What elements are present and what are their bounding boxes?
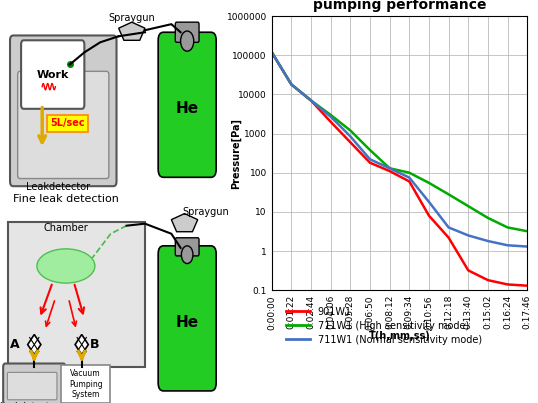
- Text: 5L/sec: 5L/sec: [50, 118, 84, 128]
- Polygon shape: [75, 334, 88, 355]
- FancyBboxPatch shape: [21, 40, 84, 109]
- FancyBboxPatch shape: [47, 115, 88, 132]
- Legend: 901W1, 711W1 (High sensitivity mode), 711W1 (Normal sensitivity mode): 901W1, 711W1 (High sensitivity mode), 71…: [282, 303, 486, 349]
- Text: Spraygun: Spraygun: [182, 207, 229, 216]
- Polygon shape: [27, 334, 41, 355]
- FancyBboxPatch shape: [18, 71, 109, 179]
- Text: Leakdetector: Leakdetector: [0, 402, 59, 403]
- Text: A: A: [10, 338, 19, 351]
- FancyBboxPatch shape: [175, 238, 199, 256]
- Polygon shape: [171, 214, 198, 232]
- Text: Work: Work: [37, 70, 69, 79]
- Ellipse shape: [37, 249, 95, 283]
- FancyBboxPatch shape: [61, 365, 110, 403]
- Circle shape: [181, 246, 193, 264]
- Text: Leakdetector: Leakdetector: [26, 183, 90, 192]
- FancyBboxPatch shape: [158, 32, 216, 177]
- Polygon shape: [8, 222, 145, 367]
- Text: B: B: [90, 338, 100, 351]
- Circle shape: [181, 31, 194, 51]
- FancyBboxPatch shape: [10, 35, 117, 186]
- Text: Fine leak detection: Fine leak detection: [13, 195, 119, 204]
- FancyBboxPatch shape: [158, 246, 216, 391]
- Title: 30L( 7.925 gallon)chamber
pumping performance: 30L( 7.925 gallon)chamber pumping perfor…: [294, 0, 505, 12]
- X-axis label: T(h,mm,ss): T(h,mm,ss): [369, 331, 430, 341]
- Y-axis label: Pressure[Pa]: Pressure[Pa]: [231, 118, 241, 189]
- Text: Vacuum
Pumping
System: Vacuum Pumping System: [69, 369, 102, 399]
- Text: He: He: [175, 315, 199, 330]
- Polygon shape: [118, 22, 145, 40]
- FancyBboxPatch shape: [3, 364, 66, 403]
- Text: Spraygun: Spraygun: [109, 13, 155, 23]
- FancyBboxPatch shape: [175, 22, 199, 42]
- Text: Chamber: Chamber: [44, 223, 88, 233]
- Text: He: He: [175, 101, 199, 116]
- FancyBboxPatch shape: [8, 372, 57, 400]
